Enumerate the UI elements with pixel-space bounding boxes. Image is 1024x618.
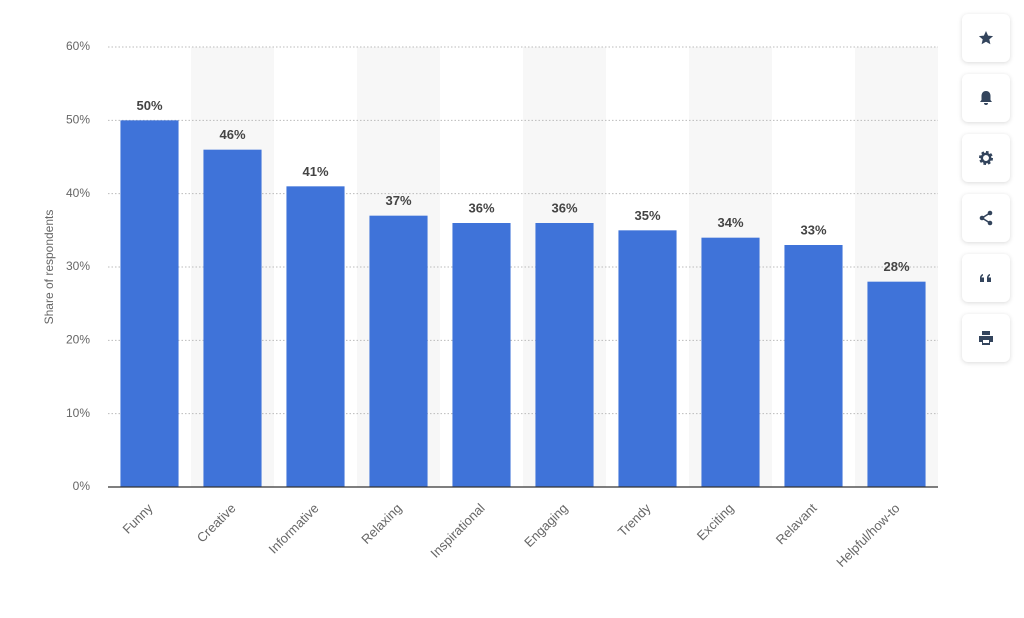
value-label: 46% <box>219 127 245 142</box>
value-label: 41% <box>302 164 328 179</box>
value-label: 34% <box>717 215 743 230</box>
share-icon <box>979 210 993 226</box>
y-tick-label: 50% <box>66 113 90 127</box>
value-label: 50% <box>136 98 162 113</box>
bar <box>618 230 677 488</box>
x-tick-label: Informative <box>266 501 322 557</box>
chart: Share of respondents 0% 10% 20% 30% 40% 50% 60… <box>42 39 938 570</box>
y-tick-label: 60% <box>66 39 90 53</box>
star-icon <box>978 31 994 45</box>
x-tick-label: Inspirational <box>427 500 487 560</box>
favorite-button[interactable] <box>962 14 1010 62</box>
printer-icon <box>979 331 993 345</box>
bar <box>452 223 511 487</box>
bar <box>867 281 926 487</box>
y-tick-label: 40% <box>66 186 90 200</box>
x-tick-label: Creative <box>194 501 239 546</box>
x-tick-label: Relavant <box>773 500 820 547</box>
bar <box>120 120 179 487</box>
x-tick-label: Funny <box>119 500 156 537</box>
y-axis-label: Share of respondents <box>42 210 56 325</box>
x-tick-label: Engaging <box>521 501 570 550</box>
bar <box>369 215 428 487</box>
y-tick-label: 0% <box>73 479 91 493</box>
alert-button[interactable] <box>962 74 1010 122</box>
bell-icon <box>980 91 992 105</box>
cite-button[interactable] <box>962 254 1010 302</box>
gear-icon <box>979 151 993 165</box>
value-label: 28% <box>883 259 909 274</box>
x-tick-label: Exciting <box>694 501 737 544</box>
y-tick-label: 20% <box>66 333 90 347</box>
value-label: 36% <box>551 200 577 215</box>
bar <box>286 186 345 488</box>
y-tick-label: 10% <box>66 406 90 420</box>
share-button[interactable] <box>962 194 1010 242</box>
value-label: 37% <box>385 193 411 208</box>
x-tick-label: Helpful/how-to <box>833 501 902 570</box>
x-tick-label: Relaxing <box>358 501 404 547</box>
y-tick-label: 30% <box>66 259 90 273</box>
settings-button[interactable] <box>962 134 1010 182</box>
bar <box>784 245 843 487</box>
value-label: 35% <box>634 208 660 223</box>
value-label: 36% <box>468 200 494 215</box>
value-label: 33% <box>800 222 826 237</box>
quote-icon <box>980 274 991 282</box>
print-button[interactable] <box>962 314 1010 362</box>
bar <box>701 237 760 487</box>
x-tick-label: Trendy <box>615 500 654 539</box>
bar <box>203 149 262 487</box>
bar <box>535 223 594 487</box>
